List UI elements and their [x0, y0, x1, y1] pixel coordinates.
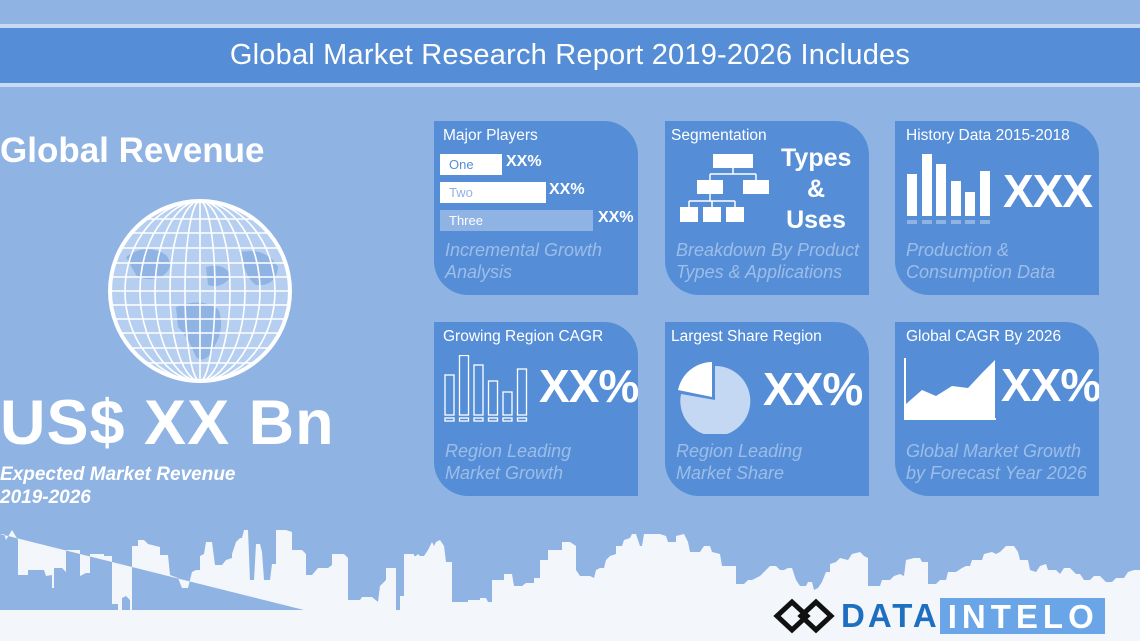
card-subtitle-line1: Region Leading — [445, 441, 572, 461]
global-cagr-value: XX% — [1001, 359, 1099, 411]
card-global-cagr: Global CAGR By 2026 XX% Global Market Gr… — [895, 322, 1099, 496]
card-subtitle: Region Leading Market Growth — [445, 440, 571, 484]
player-bar-label: One — [449, 157, 474, 172]
header-divider-top — [0, 24, 1140, 28]
card-subtitle-line2: Market Share — [676, 463, 785, 483]
card-subtitle-line2: Analysis — [445, 262, 513, 282]
types-text: Types — [781, 144, 852, 172]
card-subtitle: Incremental Growth Analysis — [445, 239, 602, 283]
logo-diamonds-icon — [773, 598, 835, 634]
card-subtitle: Breakdown By Product Types & Application… — [676, 239, 859, 283]
page-title: Global Market Research Report 2019-2026 … — [229, 39, 911, 71]
area-chart-icon — [904, 358, 996, 420]
header-divider-bottom — [0, 83, 1140, 87]
player-bar-value: XX% — [598, 209, 634, 226]
player-bar-label: Three — [449, 213, 483, 228]
card-history-data: History Data 2015-2018 XXX Production & … — [895, 121, 1099, 295]
largest-share-value: XX% — [763, 363, 863, 415]
hierarchy-icon — [680, 154, 769, 222]
card-title: Largest Share Region — [671, 328, 822, 345]
bar-chart-outline-icon — [444, 355, 528, 422]
player-bar-label: Two — [449, 185, 473, 200]
pie-chart-icon — [678, 362, 751, 434]
revenue-label: Expected Market Revenue 2019-2026 — [0, 463, 400, 509]
card-subtitle-line1: Breakdown By Product — [676, 240, 860, 260]
card-largest-share-region: Largest Share Region XX% Region Leading … — [665, 322, 869, 496]
card-title: Major Players — [443, 127, 538, 144]
revenue-value: US$ XX Bn — [0, 388, 335, 458]
card-growing-region-cagr: Growing Region CAGR XX% Region Leading M… — [434, 322, 638, 496]
global-revenue-title: Global Revenue — [0, 131, 265, 170]
city-skyline-graphic — [0, 530, 1140, 641]
card-subtitle-line1: Region Leading — [676, 441, 803, 461]
globe-icon — [108, 199, 292, 383]
card-subtitle-line1: Global Market Growth — [906, 441, 1082, 461]
card-subtitle-line1: Production & — [906, 240, 1010, 260]
card-subtitle: Global Market Growth by Forecast Year 20… — [906, 440, 1087, 484]
card-subtitle: Region Leading Market Share — [676, 440, 802, 484]
card-subtitle: Production & Consumption Data — [906, 239, 1055, 283]
logo-text-intelo: INTELO — [939, 598, 1105, 635]
card-subtitle-line2: Types & Applications — [676, 262, 843, 282]
card-segmentation: Segmentation Types & Uses Breakdown By P… — [665, 121, 869, 295]
ampersand-text: & — [806, 175, 826, 203]
card-subtitle-line2: Consumption Data — [906, 262, 1056, 282]
revenue-label-line1: Expected Market Revenue — [0, 464, 236, 485]
card-subtitle-line1: Incremental Growth — [445, 240, 603, 260]
player-bar-value: XX% — [549, 181, 585, 198]
card-title: Growing Region CAGR — [443, 328, 604, 345]
bar-chart-icon — [907, 154, 990, 224]
card-title: History Data 2015-2018 — [906, 127, 1070, 144]
card-subtitle-line2: by Forecast Year 2026 — [906, 463, 1087, 483]
player-bar-value: XX% — [506, 153, 542, 170]
types-uses-label: Types & Uses — [781, 143, 851, 236]
player-bar-three: Three — [440, 210, 593, 231]
datintelo-logo: DATA INTELO — [773, 597, 1105, 635]
card-major-players: Major Players One XX% Two XX% Three XX% … — [434, 121, 638, 295]
uses-text: Uses — [786, 206, 846, 234]
logo-text-data: DATA — [841, 597, 940, 634]
player-bar-one: One — [440, 154, 502, 175]
growing-region-value: XX% — [539, 360, 638, 412]
history-value: XXX — [1003, 165, 1093, 217]
card-title: Segmentation — [671, 127, 767, 144]
player-bar-two: Two — [440, 182, 546, 203]
revenue-label-line2: 2019-2026 — [0, 487, 91, 508]
header-banner: Global Market Research Report 2019-2026 … — [0, 28, 1140, 83]
card-subtitle-line2: Market Growth — [445, 463, 564, 483]
card-title: Global CAGR By 2026 — [906, 328, 1062, 345]
